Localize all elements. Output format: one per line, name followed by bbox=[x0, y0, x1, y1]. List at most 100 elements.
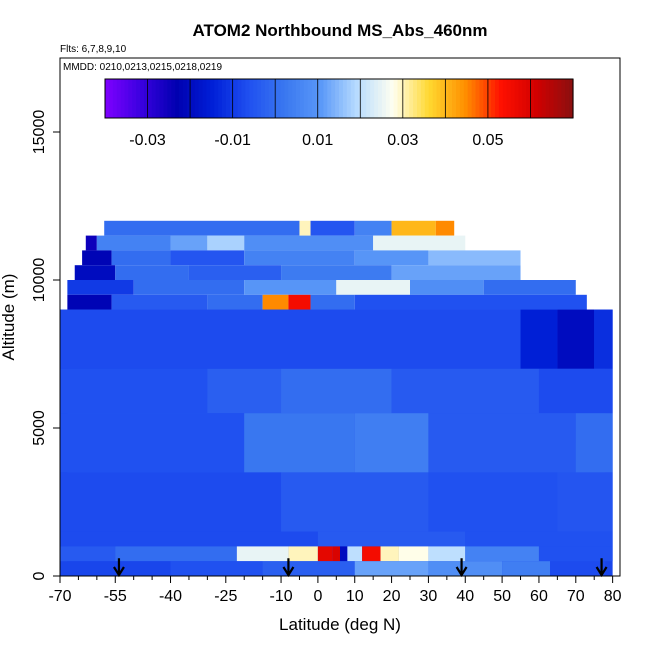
colorbar-swatch bbox=[163, 79, 168, 118]
heatmap-cell bbox=[281, 472, 429, 532]
colorbar-swatch bbox=[132, 79, 137, 118]
colorbar-swatch bbox=[471, 79, 477, 118]
colorbar-swatch bbox=[151, 79, 157, 118]
heatmap-cell bbox=[354, 561, 429, 576]
x-tick-label: 60 bbox=[530, 588, 548, 605]
colorbar-swatch bbox=[303, 79, 309, 118]
heatmap-cell bbox=[85, 235, 97, 251]
colorbar-swatch bbox=[268, 79, 274, 118]
colorbar-swatch bbox=[331, 79, 336, 118]
heatmap-cell bbox=[60, 368, 208, 414]
colorbar-swatch bbox=[167, 79, 172, 118]
heatmap-cell bbox=[207, 235, 245, 251]
colorbar-swatch bbox=[222, 79, 227, 118]
heatmap-cell bbox=[188, 265, 282, 280]
colorbar-swatch bbox=[502, 79, 508, 118]
colorbar-swatch bbox=[140, 79, 145, 118]
heatmap-cell bbox=[347, 546, 363, 562]
heatmap-cell bbox=[104, 220, 300, 236]
colorbar-swatch bbox=[159, 79, 165, 118]
heatmap-cell bbox=[67, 294, 112, 310]
colorbar-swatch bbox=[112, 79, 118, 118]
colorbar-swatch bbox=[116, 79, 122, 118]
heatmap-cell bbox=[465, 531, 613, 547]
colorbar-swatch bbox=[183, 79, 188, 118]
colorbar-swatch bbox=[307, 79, 313, 118]
heatmap-cell bbox=[96, 235, 171, 251]
colorbar-swatch bbox=[105, 79, 110, 118]
heatmap-cell bbox=[520, 309, 558, 369]
colorbar-tick-label: 0.05 bbox=[472, 132, 503, 149]
heatmap-cell bbox=[354, 294, 587, 310]
heatmap-cell bbox=[60, 472, 282, 532]
heatmap-cell bbox=[111, 250, 171, 266]
colorbar-swatch bbox=[553, 79, 558, 118]
y-tick-label: 5000 bbox=[31, 410, 48, 446]
heatmap-cell bbox=[207, 294, 263, 310]
heatmap-cell bbox=[557, 309, 595, 369]
colorbar-swatch bbox=[144, 79, 149, 118]
colorbar-swatch bbox=[374, 79, 379, 118]
colorbar-swatch bbox=[370, 79, 375, 118]
colorbar-tick-label: 0.01 bbox=[302, 132, 333, 149]
colorbar-swatch bbox=[327, 79, 332, 118]
colorbar-swatch bbox=[108, 79, 114, 118]
heatmap-cell bbox=[262, 294, 289, 310]
flight-marker-arrowhead bbox=[282, 566, 295, 578]
heatmap-cell bbox=[483, 280, 576, 295]
heatmap-cell bbox=[380, 546, 399, 562]
y-tick-label: 15000 bbox=[31, 110, 48, 155]
colorbar-swatch bbox=[261, 79, 266, 118]
heatmap-cell bbox=[170, 561, 263, 576]
heatmap-cell bbox=[428, 413, 576, 473]
colorbar-swatch bbox=[378, 79, 383, 118]
colorbar-swatch bbox=[459, 79, 465, 118]
heatmap-cell bbox=[299, 220, 311, 236]
colorbar-swatch bbox=[557, 79, 562, 118]
colorbar-swatch bbox=[440, 79, 445, 118]
heatmap-cell bbox=[207, 368, 282, 414]
colorbar-swatch bbox=[354, 79, 360, 118]
colorbar-swatch bbox=[530, 79, 535, 118]
colorbar-swatch bbox=[323, 79, 328, 118]
colorbar-swatch bbox=[249, 79, 254, 118]
heatmap-cell bbox=[74, 265, 116, 280]
colorbar-swatch bbox=[565, 79, 570, 118]
colorbar-swatch bbox=[155, 79, 161, 118]
colorbar-swatch bbox=[413, 79, 418, 118]
colorbar-swatch bbox=[397, 79, 402, 118]
heatmap-cell bbox=[317, 531, 466, 547]
x-tick-label: 30 bbox=[420, 588, 438, 605]
x-tick-label: 20 bbox=[383, 588, 401, 605]
heatmap-cell bbox=[262, 561, 355, 576]
heatmap-cell bbox=[82, 250, 112, 266]
colorbar-swatch bbox=[358, 79, 363, 118]
colorbar-swatch bbox=[276, 79, 282, 118]
colorbar-swatch bbox=[424, 79, 430, 118]
colorbar-swatch bbox=[487, 79, 492, 118]
colorbar-swatch bbox=[510, 79, 516, 118]
colorbar-swatch bbox=[385, 79, 391, 118]
y-axis-label: Altitude (m) bbox=[0, 274, 18, 361]
colorbar-swatch bbox=[350, 79, 356, 118]
colorbar-swatch bbox=[479, 79, 484, 118]
colorbar-swatch bbox=[292, 79, 297, 118]
colorbar-tick-label: 0.03 bbox=[387, 132, 418, 149]
heatmap-cell bbox=[557, 472, 613, 532]
x-tick-label: 80 bbox=[604, 588, 622, 605]
heatmap-cell bbox=[502, 561, 550, 576]
colorbar-swatch bbox=[401, 79, 406, 118]
colorbar-swatch bbox=[128, 79, 133, 118]
colorbar-swatch bbox=[522, 79, 527, 118]
heatmap-cell bbox=[336, 280, 410, 295]
colorbar-swatch bbox=[569, 79, 574, 118]
colorbar-tick-label: -0.01 bbox=[214, 132, 251, 149]
colorbar-swatch bbox=[288, 79, 293, 118]
colorbar-swatch bbox=[417, 79, 422, 118]
heatmap-cell bbox=[465, 546, 539, 562]
heatmap-cell bbox=[428, 472, 558, 532]
colorbar-swatch bbox=[545, 79, 551, 118]
heatmap-cell bbox=[340, 546, 348, 562]
heatmap-cell bbox=[244, 280, 337, 295]
